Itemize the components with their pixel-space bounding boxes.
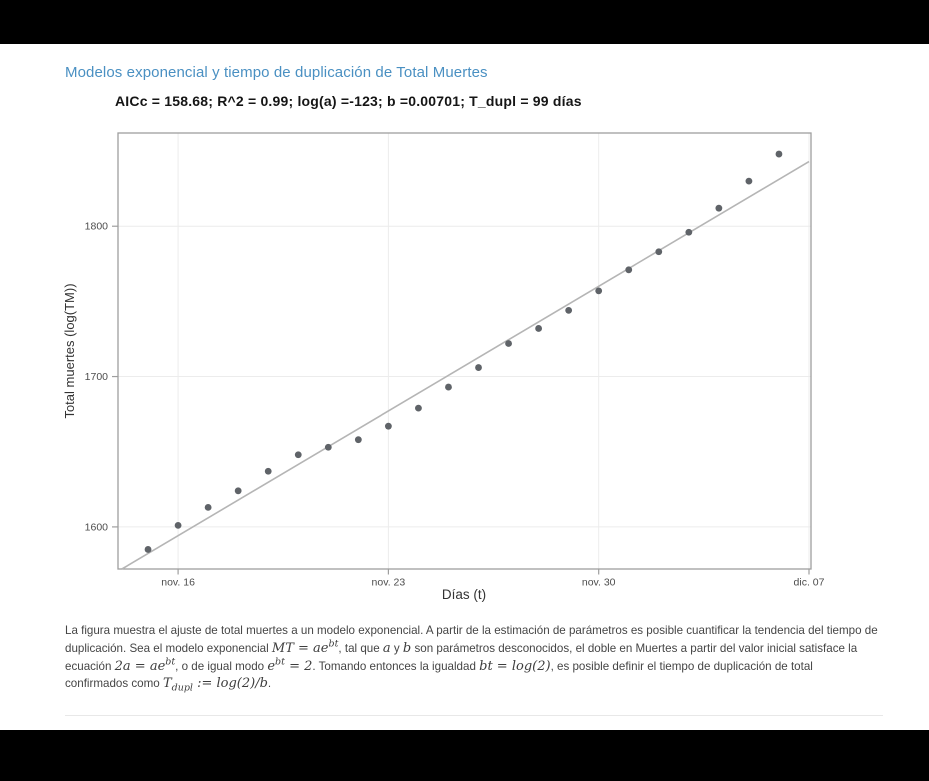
- x-axis-label: Días (t): [442, 587, 486, 602]
- data-point: [775, 150, 783, 158]
- data-point: [174, 522, 182, 529]
- x-tick-label: nov. 23: [372, 577, 406, 589]
- data-point: [324, 443, 332, 451]
- data-point: [715, 204, 723, 212]
- math-expression: b: [402, 640, 412, 656]
- section-heading: Modelos exponencial y tiempo de duplicac…: [65, 64, 488, 81]
- data-point: [565, 307, 573, 314]
- bottom-black-bar: [0, 730, 929, 781]
- data-point: [445, 383, 452, 391]
- data-point: [535, 325, 543, 332]
- data-point: [505, 340, 512, 347]
- data-point: [234, 487, 242, 495]
- figure-caption: La figura muestra el ajuste de total mue…: [65, 624, 878, 694]
- fit-line: [121, 160, 810, 570]
- math-expression: a: [382, 640, 391, 656]
- panel-border: [117, 132, 812, 570]
- math-expression: MT = aebt: [271, 638, 339, 656]
- data-point: [144, 546, 152, 553]
- data-point: [685, 228, 693, 236]
- y-tick-label: 1700: [85, 371, 109, 383]
- plot-panel: 1600 1700 1800 nov. 16 nov. 23 nov. 30 dic. 07: [85, 132, 825, 589]
- data-point: [475, 364, 482, 371]
- data-point: [655, 248, 663, 256]
- data-point: [354, 436, 362, 444]
- data-point: [384, 422, 392, 430]
- y-tick-label: 1600: [85, 521, 109, 533]
- math-expression: bt = log(2): [479, 658, 551, 674]
- data-point: [204, 503, 212, 511]
- math-expression: Tdupl := log(2)/b: [162, 676, 268, 694]
- section-divider: [65, 715, 883, 716]
- scatter-plot: 1600 1700 1800 nov. 16 nov. 23 nov. 30 dic. 07…: [62, 132, 825, 602]
- data-point: [595, 287, 603, 295]
- math-expression: 2a = aebt: [114, 656, 176, 674]
- y-tick-label: 1800: [85, 221, 109, 233]
- x-tick-label: nov. 30: [582, 577, 616, 589]
- y-axis-label: Total muertes (log(TM)): [62, 283, 77, 418]
- data-point: [625, 266, 633, 274]
- data-point: [415, 404, 422, 412]
- data-point: [745, 177, 753, 185]
- data-point: [294, 451, 302, 459]
- math-expression: ebt = 2: [267, 656, 313, 674]
- x-tick-label: dic. 07: [794, 577, 825, 589]
- top-black-bar: [0, 0, 929, 44]
- x-tick-label: nov. 16: [161, 577, 195, 589]
- chart-title: AICc = 158.68; R^2 = 0.99; log(a) =-123;…: [115, 93, 582, 109]
- data-point: [264, 467, 272, 475]
